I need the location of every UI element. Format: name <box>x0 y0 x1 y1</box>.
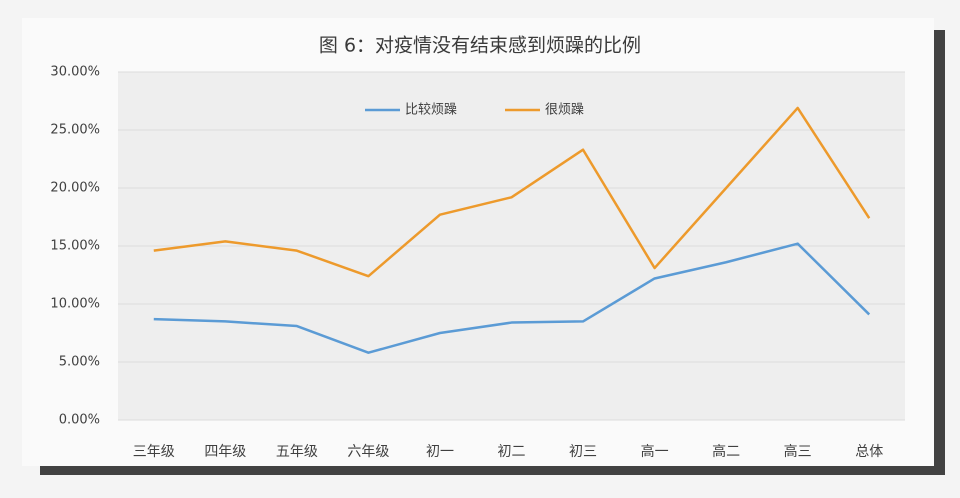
legend-label: 很烦躁 <box>545 103 584 118</box>
y-tick-label: 30.00% <box>50 65 100 80</box>
y-tick-label: 15.00% <box>50 239 100 254</box>
x-tick-label: 总体 <box>855 444 883 460</box>
legend-label: 比较烦躁 <box>405 103 457 118</box>
x-tick-label: 高三 <box>784 443 812 460</box>
x-tick-label: 六年级 <box>347 444 389 460</box>
chart-title: 图 6：对疫情没有结束感到烦躁的比例 <box>319 35 641 57</box>
series-line <box>153 242 871 354</box>
x-tick-label: 五年级 <box>276 444 318 460</box>
y-tick-label: 5.00% <box>59 355 100 370</box>
y-tick-label: 10.00% <box>50 297 100 312</box>
x-tick-label: 三年级 <box>133 444 175 460</box>
y-tick-label: 25.00% <box>50 123 100 138</box>
x-tick-label: 初一 <box>426 443 454 460</box>
x-tick-label: 高一 <box>641 443 669 460</box>
y-tick-label: 20.00% <box>50 181 100 196</box>
x-tick-label: 高二 <box>712 443 740 460</box>
series-line <box>153 106 871 278</box>
x-tick-label: 初三 <box>569 443 597 460</box>
y-tick-label: 0.00% <box>59 413 100 428</box>
x-tick-label: 四年级 <box>204 444 246 460</box>
x-tick-label: 初二 <box>498 443 526 460</box>
